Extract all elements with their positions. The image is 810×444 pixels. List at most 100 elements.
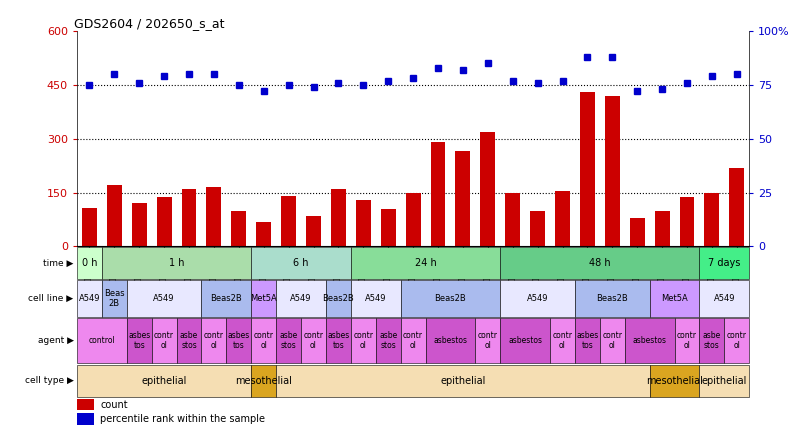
Bar [301, 318, 326, 363]
Bar [575, 281, 650, 317]
Bar [77, 413, 94, 425]
Bar [281, 196, 296, 246]
Bar [232, 210, 246, 246]
Text: contr
ol: contr ol [603, 331, 622, 350]
Bar [276, 365, 650, 397]
Text: Beas2B: Beas2B [322, 294, 354, 303]
Text: Beas
2B: Beas 2B [104, 289, 125, 308]
Bar [501, 247, 700, 279]
Bar [107, 186, 122, 246]
Text: asbes
tos: asbes tos [128, 331, 151, 350]
Text: epithelial: epithelial [440, 376, 485, 386]
Bar [351, 318, 376, 363]
Text: contr
ol: contr ol [254, 331, 274, 350]
Bar [276, 281, 326, 317]
Bar [431, 143, 446, 246]
Text: mesothelial: mesothelial [646, 376, 703, 386]
Bar [675, 318, 700, 363]
Text: A549: A549 [153, 294, 175, 303]
Text: control: control [88, 336, 115, 345]
Bar [401, 281, 501, 317]
Text: asbestos: asbestos [508, 336, 542, 345]
Bar [331, 189, 346, 246]
Text: Beas2B: Beas2B [435, 294, 467, 303]
Text: contr
ol: contr ol [478, 331, 498, 350]
Bar [276, 318, 301, 363]
Text: Met5A: Met5A [250, 294, 277, 303]
Bar [256, 222, 271, 246]
Bar [351, 281, 401, 317]
Bar [151, 318, 177, 363]
Text: cell line ▶: cell line ▶ [28, 294, 74, 303]
Text: A549: A549 [365, 294, 386, 303]
Bar [501, 281, 575, 317]
Bar [505, 193, 520, 246]
Text: asbes
tos: asbes tos [576, 331, 599, 350]
Bar [251, 281, 276, 317]
Bar [251, 365, 276, 397]
Bar [724, 318, 749, 363]
Bar [77, 247, 102, 279]
Bar [207, 187, 221, 246]
Text: mesothelial: mesothelial [235, 376, 292, 386]
Bar [401, 318, 425, 363]
Bar [705, 193, 719, 246]
Bar [77, 365, 251, 397]
Bar [700, 247, 749, 279]
Bar [475, 318, 501, 363]
Bar [156, 197, 172, 246]
Bar [501, 318, 550, 363]
Text: A549: A549 [714, 294, 735, 303]
Text: contr
ol: contr ol [204, 331, 224, 350]
Text: contr
ol: contr ol [403, 331, 423, 350]
Bar [126, 281, 202, 317]
Bar [326, 318, 351, 363]
Text: asbestos: asbestos [433, 336, 467, 345]
Text: Beas2B: Beas2B [596, 294, 629, 303]
Bar [700, 318, 724, 363]
Bar [455, 151, 471, 246]
Bar [177, 318, 202, 363]
Bar [82, 208, 97, 246]
Bar [680, 197, 694, 246]
Bar [575, 318, 600, 363]
Text: epithelial: epithelial [142, 376, 187, 386]
Text: A549: A549 [290, 294, 312, 303]
Bar [600, 318, 625, 363]
Bar [202, 281, 251, 317]
Text: count: count [100, 400, 128, 410]
Text: percentile rank within the sample: percentile rank within the sample [100, 414, 266, 424]
Bar [77, 399, 94, 410]
Bar [406, 193, 420, 246]
Bar [700, 365, 749, 397]
Bar [700, 281, 749, 317]
Text: contr
ol: contr ol [304, 331, 323, 350]
Bar [202, 318, 226, 363]
Bar [251, 247, 351, 279]
Bar [425, 318, 475, 363]
Text: agent ▶: agent ▶ [37, 336, 74, 345]
Bar [376, 318, 401, 363]
Bar [181, 189, 197, 246]
Bar [381, 209, 395, 246]
Bar [102, 281, 126, 317]
Bar [226, 318, 251, 363]
Bar [77, 281, 102, 317]
Text: 0 h: 0 h [82, 258, 97, 268]
Text: asbe
stos: asbe stos [703, 331, 721, 350]
Text: Met5A: Met5A [661, 294, 688, 303]
Bar [550, 318, 575, 363]
Text: GDS2604 / 202650_s_at: GDS2604 / 202650_s_at [74, 17, 224, 30]
Bar [251, 318, 276, 363]
Text: 24 h: 24 h [415, 258, 437, 268]
Text: 1 h: 1 h [168, 258, 185, 268]
Bar [654, 210, 670, 246]
Bar [77, 318, 126, 363]
Bar [555, 191, 570, 246]
Bar [729, 168, 744, 246]
Text: 48 h: 48 h [589, 258, 611, 268]
Text: contr
ol: contr ol [727, 331, 747, 350]
Text: contr
ol: contr ol [677, 331, 697, 350]
Text: A549: A549 [526, 294, 548, 303]
Bar [580, 92, 595, 246]
